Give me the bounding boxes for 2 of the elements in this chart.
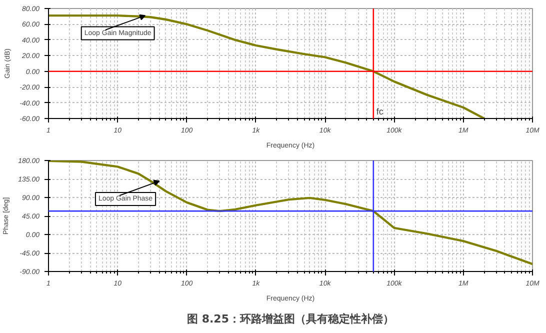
caption: 图 8.25：环路增益图（具有稳定性补偿） (187, 312, 394, 326)
ref-line-label: fc (376, 106, 384, 116)
